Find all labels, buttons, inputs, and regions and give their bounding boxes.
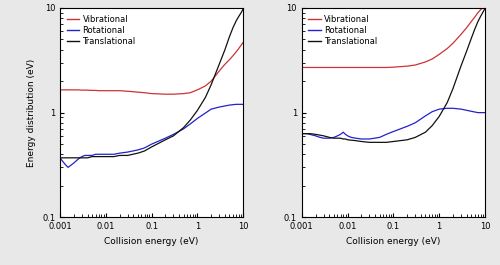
Legend: Vibrational, Rotational, Translational: Vibrational, Rotational, Translational bbox=[64, 12, 138, 48]
X-axis label: Collision energy (eV): Collision energy (eV) bbox=[104, 237, 199, 246]
X-axis label: Collision energy (eV): Collision energy (eV) bbox=[346, 237, 440, 246]
Legend: Vibrational, Rotational, Translational: Vibrational, Rotational, Translational bbox=[306, 12, 380, 48]
Y-axis label: Energy distribution (eV): Energy distribution (eV) bbox=[28, 59, 36, 167]
